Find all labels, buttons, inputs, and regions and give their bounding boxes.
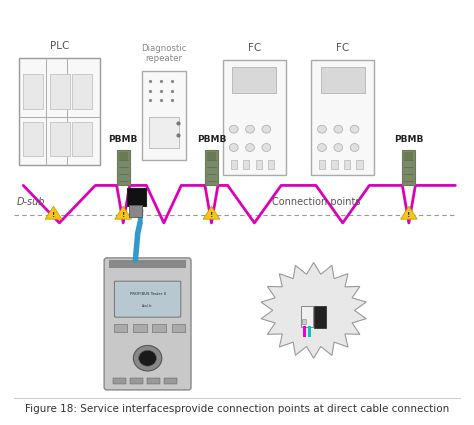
Bar [18, 58, 100, 164]
Text: AnaI-In: AnaI-In [142, 304, 153, 308]
Bar [130, 378, 143, 384]
Polygon shape [401, 206, 417, 219]
Circle shape [262, 125, 271, 133]
Text: !: ! [52, 212, 55, 218]
Text: Diagnostic
repeater: Diagnostic repeater [141, 44, 187, 63]
Text: D-sub: D-sub [16, 197, 45, 207]
Bar [243, 160, 249, 169]
Text: PBMB: PBMB [394, 135, 424, 144]
Bar [172, 324, 185, 332]
Text: Figure 18: Service interfacesprovide connection points at direct cable connectio: Figure 18: Service interfacesprovide con… [25, 404, 449, 414]
Bar [127, 187, 146, 206]
Bar [72, 74, 92, 109]
Circle shape [334, 125, 343, 133]
Bar [268, 160, 274, 169]
Bar [109, 261, 186, 268]
Polygon shape [45, 206, 62, 219]
Text: !: ! [210, 212, 213, 218]
Bar [404, 152, 413, 160]
Circle shape [350, 144, 359, 151]
Bar [50, 74, 70, 109]
Circle shape [246, 125, 255, 133]
Bar [302, 319, 306, 324]
Polygon shape [115, 206, 132, 219]
Bar [232, 67, 276, 93]
Text: !: ! [121, 212, 125, 218]
Circle shape [138, 350, 156, 366]
Polygon shape [261, 263, 366, 358]
Text: Connection points: Connection points [272, 197, 360, 207]
Circle shape [262, 144, 271, 151]
Bar [223, 60, 286, 175]
Text: !: ! [407, 212, 410, 218]
Bar [321, 67, 365, 93]
Bar [205, 150, 218, 185]
Bar [149, 116, 179, 148]
Bar [314, 306, 326, 328]
FancyBboxPatch shape [104, 258, 191, 390]
Bar [308, 326, 311, 337]
Bar [164, 378, 177, 384]
Polygon shape [203, 206, 220, 219]
Bar [207, 152, 216, 160]
Bar [114, 324, 128, 332]
Bar [301, 306, 313, 326]
Bar [23, 122, 43, 156]
Bar [23, 74, 43, 109]
Bar [142, 71, 186, 161]
Bar [112, 378, 126, 384]
Bar [152, 324, 166, 332]
Circle shape [133, 346, 162, 371]
Bar [311, 60, 374, 175]
Text: PBMB: PBMB [197, 135, 226, 144]
Bar [344, 160, 350, 169]
Circle shape [334, 144, 343, 151]
Bar [147, 378, 160, 384]
Circle shape [350, 125, 359, 133]
Text: PBMB: PBMB [109, 135, 138, 144]
Circle shape [318, 125, 327, 133]
Circle shape [318, 144, 327, 151]
Circle shape [229, 144, 238, 151]
Bar [230, 160, 237, 169]
Bar [133, 324, 146, 332]
Circle shape [246, 144, 255, 151]
Bar [303, 326, 306, 337]
Bar [255, 160, 262, 169]
FancyBboxPatch shape [114, 281, 181, 317]
Bar [72, 122, 92, 156]
Text: PROFIBUS Tester II: PROFIBUS Tester II [130, 292, 165, 296]
Bar [356, 160, 363, 169]
Bar [118, 152, 128, 160]
Bar [331, 160, 337, 169]
Text: PLC: PLC [50, 41, 69, 51]
Bar [117, 150, 130, 185]
Bar [129, 205, 142, 217]
Text: FC: FC [336, 43, 349, 53]
Text: FC: FC [248, 43, 261, 53]
Bar [402, 150, 415, 185]
Circle shape [229, 125, 238, 133]
Bar [50, 122, 70, 156]
Bar [319, 160, 325, 169]
